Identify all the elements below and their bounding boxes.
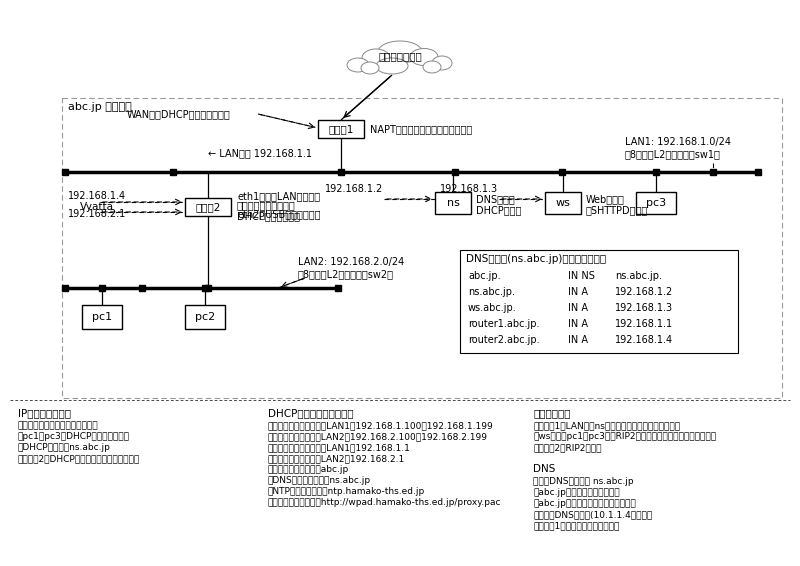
Text: router1.abc.jp.: router1.abc.jp. — [468, 319, 539, 329]
Text: ルータ2: ルータ2 — [195, 202, 221, 212]
Text: （LAN2）192.168.2.1: （LAN2）192.168.2.1 — [268, 454, 406, 463]
Text: ws.abc.jp.: ws.abc.jp. — [468, 303, 517, 313]
Text: ・ルータ2でDHCPリレーエージェントが動作: ・ルータ2でDHCPリレーエージェントが動作 — [18, 454, 140, 463]
Text: IN NS: IN NS — [568, 271, 595, 281]
Text: LAN1: 192.168.1.0/24
（8ポートL2スイッチ：sw1）: LAN1: 192.168.1.0/24 （8ポートL2スイッチ：sw1） — [625, 137, 731, 159]
Text: ・DHCPサーバはns.abc.jp: ・DHCPサーバはns.abc.jp — [18, 443, 111, 452]
Text: eth2（USB拡張ポート）: eth2（USB拡張ポート） — [237, 209, 321, 219]
FancyBboxPatch shape — [460, 250, 738, 353]
Text: IN A: IN A — [568, 303, 588, 313]
Text: Vyatta: Vyatta — [80, 202, 114, 212]
Text: ws: ws — [555, 198, 570, 208]
Text: abc.jpドメイン以外の問い合わせは: abc.jpドメイン以外の問い合わせは — [533, 499, 636, 508]
FancyBboxPatch shape — [82, 305, 122, 329]
Text: pc3: pc3 — [646, 198, 666, 208]
Text: DNSサーバ(ns.abc.jp)の資源レコード: DNSサーバ(ns.abc.jp)の資源レコード — [466, 254, 606, 264]
FancyBboxPatch shape — [435, 192, 471, 214]
Text: ・pc1～pc3はDHCPによる自動設定: ・pc1～pc3はDHCPによる自動設定 — [18, 432, 130, 441]
Text: pc2: pc2 — [195, 312, 215, 322]
Ellipse shape — [423, 61, 441, 73]
Text: abc.jp ドメイン: abc.jp ドメイン — [68, 102, 132, 112]
Text: IN A: IN A — [568, 319, 588, 329]
Text: eth1（内蔵LANポート）: eth1（内蔵LANポート） — [237, 191, 320, 201]
Text: 192.168.1.2: 192.168.1.2 — [615, 287, 674, 297]
Text: ns.abc.jp.: ns.abc.jp. — [615, 271, 662, 281]
Text: ・アドレスプール　：（LAN1）192.168.1.100～192.168.1.199: ・アドレスプール ：（LAN1）192.168.1.100～192.168.1.… — [268, 421, 494, 430]
Text: abc.jpドメインに権威を持つ: abc.jpドメインに権威を持つ — [533, 488, 620, 497]
FancyBboxPatch shape — [545, 192, 581, 214]
Text: ルータ1: ルータ1 — [328, 124, 354, 134]
Text: （LAN2）192.168.2.100～192.168.2.199: （LAN2）192.168.2.100～192.168.2.199 — [268, 432, 488, 441]
Text: ns.abc.jp.: ns.abc.jp. — [468, 287, 515, 297]
Ellipse shape — [347, 58, 369, 72]
Ellipse shape — [376, 58, 408, 74]
Text: ・ルータ1のLAN側とnsは、スタティックルーティング: ・ルータ1のLAN側とnsは、スタティックルーティング — [533, 421, 680, 430]
Text: ・wsおよびpc1～pc3は、RIP2によるダイナミックルーティング: ・wsおよびpc1～pc3は、RIP2によるダイナミックルーティング — [533, 432, 716, 441]
Ellipse shape — [362, 49, 390, 67]
Text: NAPTを行うブロードバンドルータ: NAPTを行うブロードバンドルータ — [370, 124, 472, 134]
FancyBboxPatch shape — [185, 198, 231, 216]
Text: DNSサーバ
DHCPサーバ: DNSサーバ DHCPサーバ — [476, 194, 522, 216]
Text: 192.168.1.3: 192.168.1.3 — [440, 184, 498, 194]
Text: ・NTPサーバ　　　：ntp.hamako-ths.ed.jp: ・NTPサーバ ：ntp.hamako-ths.ed.jp — [268, 487, 426, 496]
Text: 192.168.1.4: 192.168.1.4 — [615, 335, 673, 345]
Text: pc1: pc1 — [92, 312, 112, 322]
Text: 192.168.1.2: 192.168.1.2 — [325, 184, 383, 194]
FancyBboxPatch shape — [62, 98, 782, 398]
FancyBboxPatch shape — [636, 192, 676, 214]
FancyBboxPatch shape — [318, 120, 364, 138]
Text: ・内部DNSサーバは ns.abc.jp: ・内部DNSサーバは ns.abc.jp — [533, 477, 634, 486]
Text: 192.168.1.1: 192.168.1.1 — [615, 319, 673, 329]
Text: ← LAN側： 192.168.1.1: ← LAN側： 192.168.1.1 — [208, 148, 312, 158]
Text: インターネット: インターネット — [378, 51, 422, 61]
Text: abc.jp.: abc.jp. — [468, 271, 501, 281]
Text: router2.abc.jp.: router2.abc.jp. — [468, 335, 540, 345]
Text: DHCPサーバのリース情報: DHCPサーバのリース情報 — [268, 408, 354, 418]
Text: ・ドメイン名　　　：abc.jp: ・ドメイン名 ：abc.jp — [268, 465, 350, 474]
Text: LAN2: 192.168.2.0/24
（8ポートL2スイッチ：sw2）: LAN2: 192.168.2.0/24 （8ポートL2スイッチ：sw2） — [298, 257, 404, 279]
Text: ・ルータ1はフォワーダとして機能: ・ルータ1はフォワーダとして機能 — [533, 521, 619, 530]
Text: DNS: DNS — [533, 464, 555, 474]
Ellipse shape — [410, 49, 438, 66]
Text: 192.168.1.3: 192.168.1.3 — [615, 303, 673, 313]
Text: 通常のルーティングと
DHCPリレーを行う: 通常のルーティングと DHCPリレーを行う — [237, 200, 300, 222]
Text: WAN側：DHCPによる自動設定: WAN側：DHCPによる自動設定 — [127, 109, 230, 119]
Text: 192.168.2.1: 192.168.2.1 — [68, 209, 126, 219]
Text: ns: ns — [446, 198, 459, 208]
Text: Webサーバ
（SHTTPD稼働）: Webサーバ （SHTTPD稼働） — [586, 194, 648, 216]
Text: ・ルータとサーバは固定割り当て: ・ルータとサーバは固定割り当て — [18, 421, 98, 430]
Ellipse shape — [378, 41, 422, 63]
Text: IPアドレスの設定: IPアドレスの設定 — [18, 408, 71, 418]
Ellipse shape — [361, 62, 379, 74]
Text: IN A: IN A — [568, 335, 588, 345]
Text: ・デフォルトルート：（LAN1）192.168.1.1: ・デフォルトルート：（LAN1）192.168.1.1 — [268, 443, 411, 452]
Text: 外部のDNSサーバ(10.1.1.4）に転送: 外部のDNSサーバ(10.1.1.4）に転送 — [533, 510, 652, 519]
Text: IN A: IN A — [568, 287, 588, 297]
Text: ・自動プロキシ　　：http://wpad.hamako-ths.ed.jp/proxy.pac: ・自動プロキシ ：http://wpad.hamako-ths.ed.jp/pr… — [268, 498, 502, 507]
Ellipse shape — [432, 56, 452, 70]
Text: ルーティング: ルーティング — [533, 408, 570, 418]
Text: 192.168.1.4: 192.168.1.4 — [68, 191, 126, 201]
Text: ・DNSサーバ　　　：ns.abc.jp: ・DNSサーバ ：ns.abc.jp — [268, 476, 371, 485]
Text: ・ルータ2でRIP2が動作: ・ルータ2でRIP2が動作 — [533, 443, 602, 452]
FancyBboxPatch shape — [185, 305, 225, 329]
